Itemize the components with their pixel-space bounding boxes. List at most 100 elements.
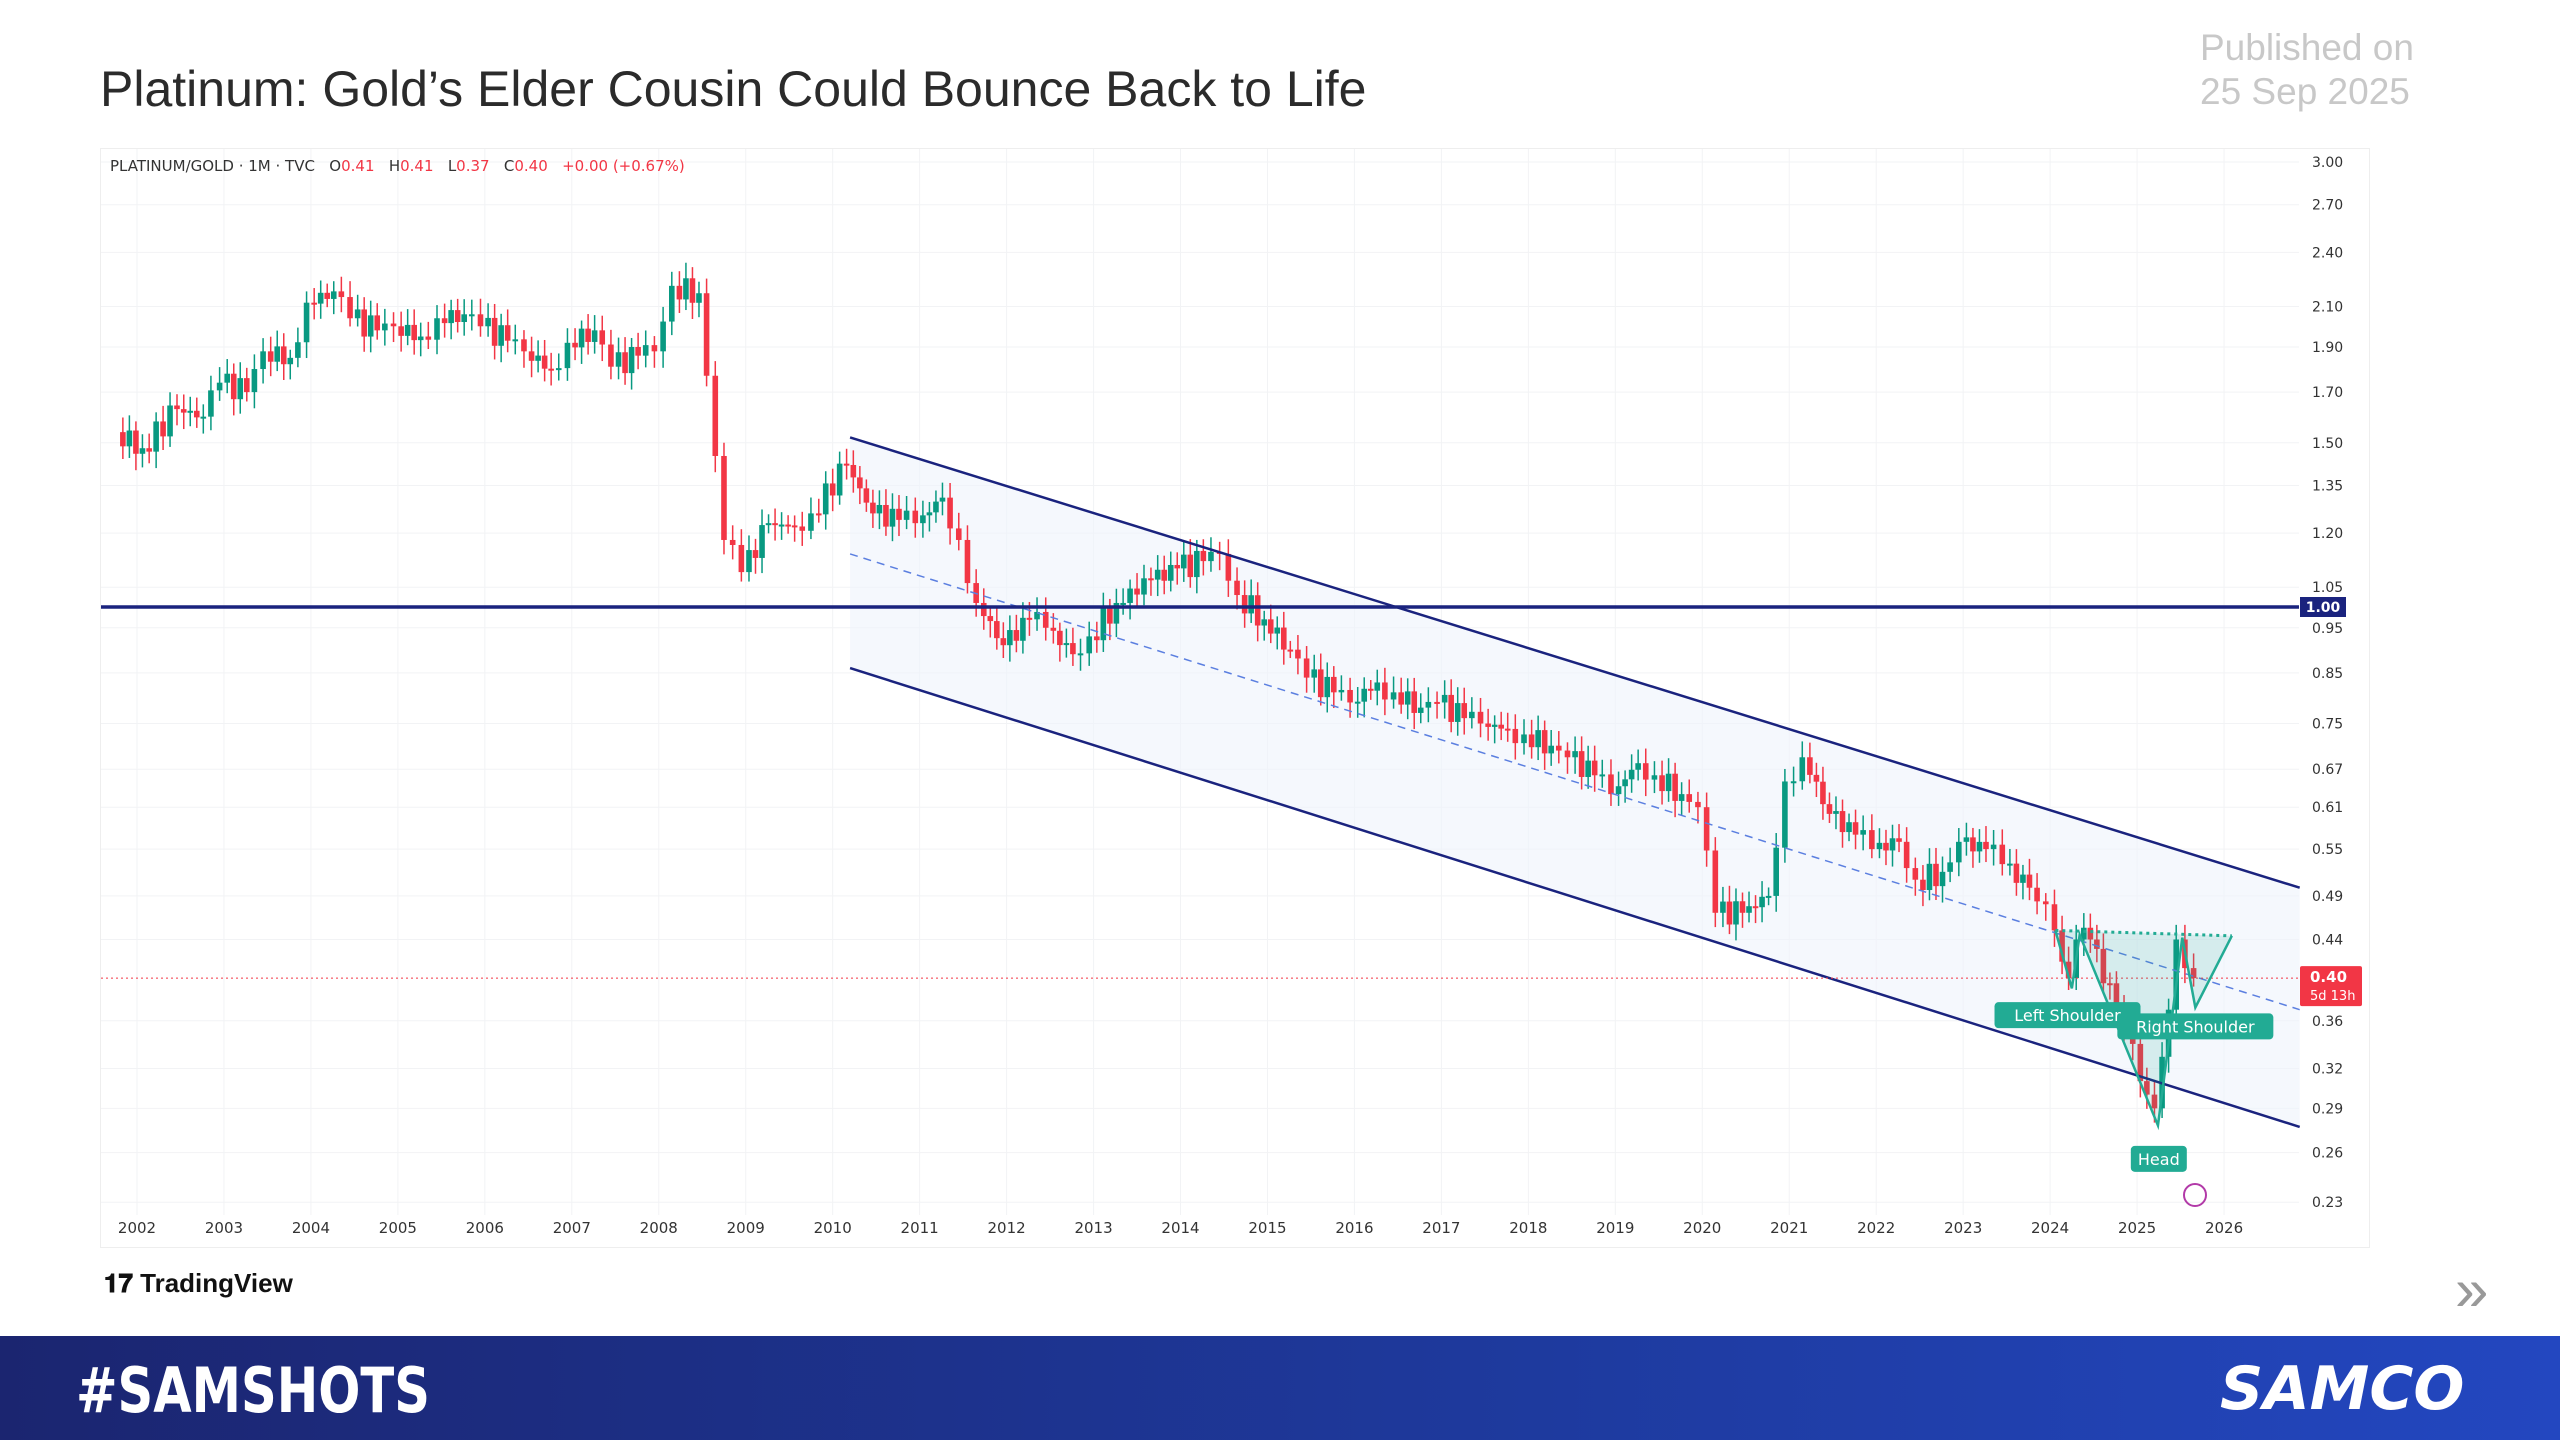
candle-body [2137, 1043, 2144, 1082]
symbol-name: PLATINUM/GOLD · 1M · TVC [110, 157, 315, 175]
samco-logo: SAMCO [2220, 1354, 2465, 1424]
candle-body [224, 373, 231, 383]
candle-body [1026, 617, 1033, 620]
candle-body [1241, 595, 1248, 614]
candle-body [126, 430, 133, 447]
candle-body [1448, 694, 1454, 722]
candle-body [1807, 757, 1813, 775]
candle-body [1077, 653, 1084, 656]
candle-body [251, 369, 258, 393]
candle-body [1572, 751, 1578, 758]
candle-body [2151, 1094, 2158, 1109]
candle-body [1034, 611, 1040, 620]
candle-body [1883, 842, 1889, 851]
candle-body [1200, 550, 1207, 562]
candle-body [1141, 578, 1147, 595]
candle-body [1469, 711, 1475, 719]
candle-body [555, 368, 562, 371]
double-chevron-right-icon[interactable]: » [2455, 1256, 2489, 1323]
candle-body [528, 351, 535, 361]
y-tick-label: 3.00 [2312, 155, 2343, 171]
candle-body [1390, 692, 1397, 700]
candle-body [1759, 896, 1765, 908]
candle-body [139, 448, 146, 454]
candle-body [2020, 874, 2026, 883]
price-countdown: 5d 13h [2310, 989, 2355, 1004]
candle-body [683, 278, 689, 300]
candle-body [1477, 711, 1484, 724]
candle-body [1441, 694, 1448, 703]
candle-body [1578, 751, 1585, 777]
candle-body [933, 501, 939, 513]
candle-body [1813, 774, 1820, 782]
candle-body [2013, 863, 2020, 883]
candle-body [1939, 871, 1946, 887]
high-value: 0.41 [400, 157, 434, 175]
candle-body [926, 512, 933, 516]
candle-body [367, 315, 374, 337]
candle-body [187, 410, 194, 413]
candle-body [1535, 730, 1541, 748]
candle-body [1869, 830, 1875, 850]
candle-body [1521, 734, 1527, 744]
candle-body [1287, 649, 1294, 652]
candle-body [1926, 863, 1933, 891]
candle-body [180, 409, 187, 413]
page-title: Platinum: Gold’s Elder Cousin Could Boun… [100, 61, 1367, 117]
x-tick-label: 2024 [2031, 1219, 2069, 1237]
candle-body [778, 524, 785, 527]
candle-body [167, 405, 173, 437]
candle-body [1746, 906, 1752, 913]
candle-body [1338, 689, 1345, 693]
candle-body [1295, 649, 1301, 659]
candle-body [615, 352, 622, 367]
y-tick-label: 0.85 [2312, 666, 2343, 682]
candle-body [1167, 564, 1174, 581]
candle-body [1417, 707, 1424, 713]
candle-body [785, 524, 791, 527]
candle-body [1225, 553, 1232, 581]
x-tick-label: 2019 [1596, 1219, 1634, 1237]
candle-body [2051, 904, 2058, 931]
candle-body [1107, 607, 1113, 624]
candle-body [1254, 595, 1261, 626]
candle-body [1374, 682, 1381, 691]
x-tick-label: 2014 [1161, 1219, 1199, 1237]
x-tick-label: 2021 [1770, 1219, 1808, 1237]
candle-body [889, 508, 896, 527]
candle-body [1826, 804, 1833, 814]
candle-body [564, 342, 571, 369]
candle-body [317, 292, 324, 304]
candle-body [521, 339, 527, 352]
candle-body [712, 375, 719, 456]
candle-body [1280, 627, 1287, 650]
candle-body [1678, 794, 1685, 801]
candle-body [425, 336, 432, 340]
candle-body [448, 310, 454, 324]
candle-body [1070, 643, 1076, 655]
candle-body [491, 317, 498, 346]
candle-body [1382, 682, 1388, 700]
candle-body [1541, 730, 1548, 754]
candle-body [1970, 837, 1976, 852]
candle-body [1303, 658, 1310, 678]
candle-body [160, 421, 166, 437]
candle-body [504, 325, 511, 341]
channel-upper-line [849, 436, 2301, 889]
candle-body [947, 497, 953, 529]
y-tick-label: 0.49 [2312, 889, 2343, 905]
candle-body [330, 291, 337, 299]
candle-body [1094, 636, 1100, 641]
candle-body [1773, 847, 1779, 896]
y-tick-label: 2.70 [2312, 198, 2343, 214]
candle-body [1180, 554, 1187, 569]
candle-body [1050, 627, 1057, 631]
y-tick-label: 0.67 [2312, 762, 2343, 778]
candle-body [696, 293, 702, 303]
candle-body [1000, 638, 1007, 646]
y-tick-label: 1.05 [2312, 580, 2343, 596]
candle-body [1347, 689, 1353, 703]
candle-body [578, 328, 585, 348]
candle-body [2034, 887, 2040, 902]
